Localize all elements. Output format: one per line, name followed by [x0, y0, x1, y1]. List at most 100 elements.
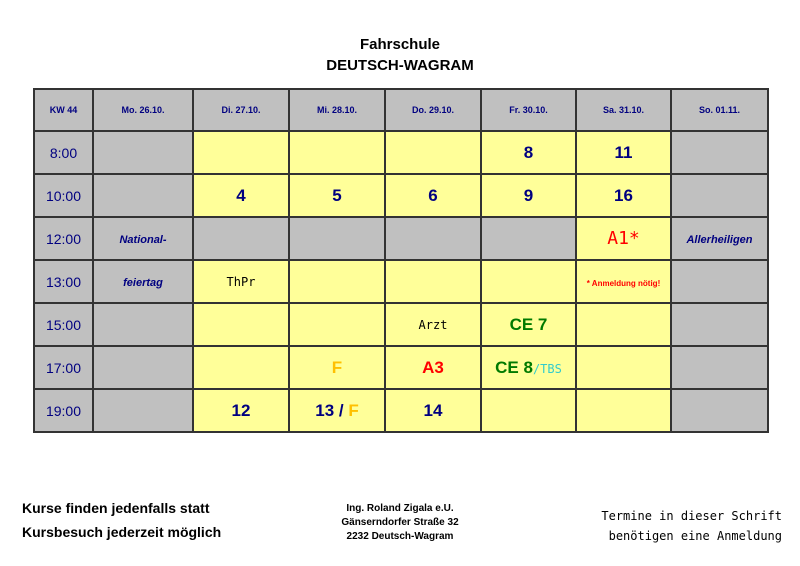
- time-row: 12:00 National- A1* Allerheiligen: [33, 216, 769, 261]
- schedule-cell: 14: [384, 388, 482, 433]
- time-row: 8:00 8 11: [33, 130, 769, 175]
- schedule-cell: [288, 130, 386, 175]
- course-label: ThPr: [226, 274, 256, 289]
- course-label: A1*: [607, 228, 640, 249]
- schedule-cell: 12: [192, 388, 290, 433]
- course-label: /TBS: [532, 361, 562, 376]
- time-row: 15:00 Arzt CE 7: [33, 302, 769, 347]
- schedule-cell: [384, 259, 482, 304]
- schedule-cell: [288, 302, 386, 347]
- course-label: feiertag: [123, 276, 163, 289]
- school-location: DEUTSCH-WAGRAM: [326, 57, 474, 74]
- day-header: So. 01.11.: [670, 88, 769, 132]
- schedule-cell: [192, 302, 290, 347]
- course-label: F: [348, 400, 359, 420]
- schedule-cell: National-: [92, 216, 194, 261]
- schedule-cell: 16: [575, 173, 672, 218]
- day-header: Sa. 31.10.: [575, 88, 672, 132]
- schedule-cell: CE 7: [480, 302, 577, 347]
- footer-note-2: Kursbesuch jederzeit möglich: [22, 524, 222, 540]
- schedule-cell: [92, 173, 194, 218]
- course-label: CE 7: [509, 314, 548, 334]
- schedule-cell: [575, 388, 672, 433]
- registration-note-2: benötigen eine Anmeldung: [608, 529, 782, 543]
- course-label: 12: [231, 400, 251, 420]
- schedule-cell: [480, 259, 577, 304]
- address-name: Ing. Roland Zigala e.U.: [346, 503, 454, 514]
- schedule-cell: [670, 345, 769, 390]
- day-header: Mo. 26.10.: [92, 88, 194, 132]
- schedule-cell: 11: [575, 130, 672, 175]
- schedule-cell: [288, 259, 386, 304]
- course-label: National-: [119, 233, 167, 246]
- schedule-cell: [480, 216, 577, 261]
- time-cell: 15:00: [33, 302, 94, 347]
- course-label: 11: [614, 142, 633, 162]
- schedule-cell: [92, 388, 194, 433]
- schedule-cell: * Anmeldung nötig!: [575, 259, 672, 304]
- schedule-cell: [670, 173, 769, 218]
- schedule-cell: [670, 302, 769, 347]
- schedule-cell: [480, 388, 577, 433]
- schedule-table: KW 44 Mo. 26.10. Di. 27.10. Mi. 28.10. Do. …: [33, 88, 769, 433]
- schedule-cell: [92, 302, 194, 347]
- week-label: KW 44: [33, 88, 94, 132]
- course-label: 6: [428, 185, 438, 205]
- schedule-cell: F: [288, 345, 386, 390]
- course-label: * Anmeldung nötig!: [586, 278, 661, 288]
- course-label: Arzt: [418, 317, 448, 332]
- schedule-cell: [288, 216, 386, 261]
- day-header: Mi. 28.10.: [288, 88, 386, 132]
- schedule-cell: [192, 345, 290, 390]
- schedule-cell: 4: [192, 173, 290, 218]
- course-label: 9: [523, 185, 534, 205]
- schedule-cell: [670, 388, 769, 433]
- address-block: Ing. Roland Zigala e.U. Gänserndorfer St…: [320, 502, 480, 544]
- schedule-cell: feiertag: [92, 259, 194, 304]
- course-label: F: [331, 357, 343, 377]
- course-label: 16: [614, 185, 633, 205]
- schedule-cell: [575, 302, 672, 347]
- time-cell: 19:00: [33, 388, 94, 433]
- header-row: KW 44 Mo. 26.10. Di. 27.10. Mi. 28.10. Do. …: [33, 88, 769, 132]
- course-label: CE 8: [495, 357, 533, 377]
- time-cell: 17:00: [33, 345, 94, 390]
- time-cell: 12:00: [33, 216, 94, 261]
- time-cell: 13:00: [33, 259, 94, 304]
- registration-note: Termine in dieser Schrift benötigen eine…: [601, 506, 782, 546]
- address-city: 2232 Deutsch-Wagram: [346, 531, 454, 542]
- footer-note-1: Kurse finden jedenfalls statt: [22, 500, 210, 516]
- schedule-cell: 6: [384, 173, 482, 218]
- schedule-cell: 13 / F: [288, 388, 386, 433]
- schedule-cell: A1*: [575, 216, 672, 261]
- course-label: 8: [523, 142, 534, 162]
- day-header: Do. 29.10.: [384, 88, 482, 132]
- time-row: 13:00 feiertag ThPr * Anmeldung nötig!: [33, 259, 769, 304]
- schedule-cell: [192, 216, 290, 261]
- day-header: Di. 27.10.: [192, 88, 290, 132]
- course-label: Allerheiligen: [686, 233, 753, 246]
- course-label: A3: [422, 357, 444, 377]
- registration-note-1: Termine in dieser Schrift: [601, 509, 782, 523]
- schedule-cell: A3: [384, 345, 482, 390]
- schedule-cell: 9: [480, 173, 577, 218]
- time-cell: 8:00: [33, 130, 94, 175]
- schedule-cell: Arzt: [384, 302, 482, 347]
- schedule-cell: [384, 130, 482, 175]
- course-label: 13 /: [315, 400, 349, 420]
- schedule-cell: [92, 130, 194, 175]
- course-label: 5: [332, 185, 342, 205]
- time-row: 19:00 12 13 / F 14: [33, 388, 769, 433]
- schedule-cell: [92, 345, 194, 390]
- schedule-cell: [192, 130, 290, 175]
- schedule-cell: [670, 259, 769, 304]
- schedule-cell: 8: [480, 130, 577, 175]
- course-label: 14: [423, 400, 443, 420]
- schedule-cell: 5: [288, 173, 386, 218]
- schedule-cell: [384, 216, 482, 261]
- school-name: Fahrschule: [359, 36, 441, 53]
- schedule-cell: Allerheiligen: [670, 216, 769, 261]
- schedule-cell: ThPr: [192, 259, 290, 304]
- time-row: 17:00 F A3 CE 8/TBS: [33, 345, 769, 390]
- course-label: 4: [236, 185, 246, 205]
